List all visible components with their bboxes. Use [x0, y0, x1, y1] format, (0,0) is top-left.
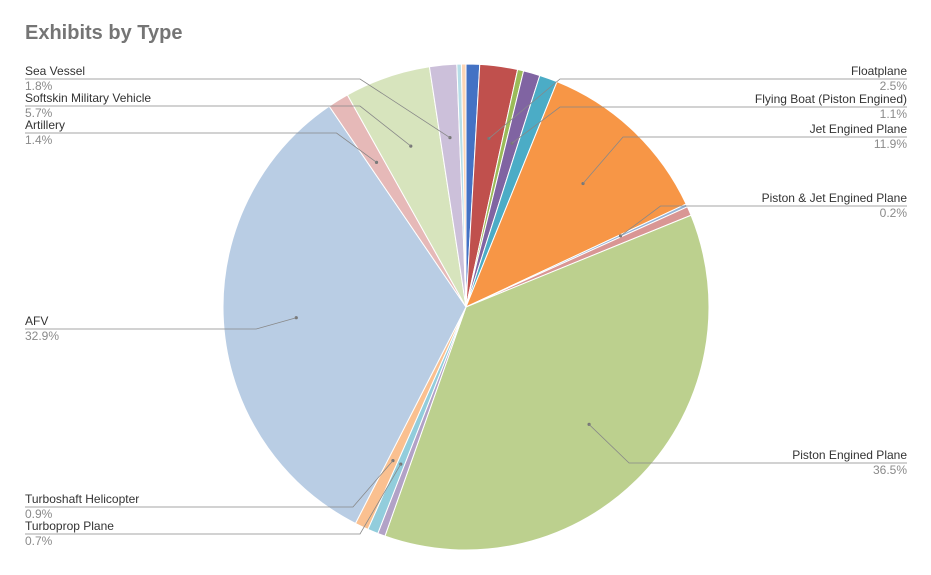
label-turboshaft-helicopter: Turboshaft Helicopter [25, 492, 139, 506]
label-piston-and-jet-engined-plane: Piston & Jet Engined Plane [762, 191, 908, 205]
leader-line-softskin-military-vehicle [25, 105, 412, 147]
label-artillery: Artillery [25, 118, 65, 132]
leader-line-sea-vessel [25, 78, 451, 138]
leader-line-turboshaft-helicopter [25, 460, 394, 508]
label-softskin-military-vehicle: Softskin Military Vehicle [25, 91, 151, 105]
leader-line-flying-boat-piston-engined [511, 106, 907, 144]
leader-line-artillery [25, 132, 377, 163]
percent-artillery: 1.4% [25, 133, 53, 147]
leader-line-turboprop-plane [25, 463, 402, 535]
pie-slice-jet-engined-plane [465, 81, 687, 308]
percent-softskin-military-vehicle: 5.7% [25, 106, 53, 120]
percent-afv: 32.9% [25, 329, 59, 343]
label-sea-vessel: Sea Vessel [25, 64, 85, 78]
percent-turboprop-plane: 0.7% [25, 534, 53, 548]
label-afv: AFV [25, 314, 48, 328]
label-floatplane: Floatplane [851, 64, 907, 78]
label-piston-engined-plane: Piston Engined Plane [792, 448, 907, 462]
pie-slice-afv [222, 105, 467, 525]
label-jet-engined-plane: Jet Engined Plane [810, 122, 908, 136]
chart-title: Exhibits by Type [25, 22, 183, 44]
pie-slice-17 [460, 63, 467, 308]
label-turboprop-plane: Turboprop Plane [25, 519, 114, 533]
percent-piston-and-jet-engined-plane: 0.2% [880, 206, 908, 220]
percent-turboshaft-helicopter: 0.9% [25, 507, 53, 521]
percent-sea-vessel: 1.8% [25, 79, 53, 93]
percent-floatplane: 2.5% [880, 79, 908, 93]
pie-slices [222, 63, 710, 551]
label-flying-boat-piston-engined: Flying Boat (Piston Engined) [755, 92, 907, 106]
leader-line-jet-engined-plane [582, 136, 907, 184]
leader-line-piston-engined-plane [588, 424, 907, 464]
pie-slice-piston-engined-plane [384, 214, 710, 551]
leader-line-piston-and-jet-engined-plane [620, 205, 907, 237]
percent-piston-engined-plane: 36.5% [873, 463, 907, 477]
percent-jet-engined-plane: 11.9% [874, 137, 907, 151]
percent-flying-boat-piston-engined: 1.1% [880, 107, 908, 121]
leader-line-floatplane [488, 78, 907, 139]
leader-line-afv [25, 317, 297, 330]
leader-lines [25, 78, 907, 535]
